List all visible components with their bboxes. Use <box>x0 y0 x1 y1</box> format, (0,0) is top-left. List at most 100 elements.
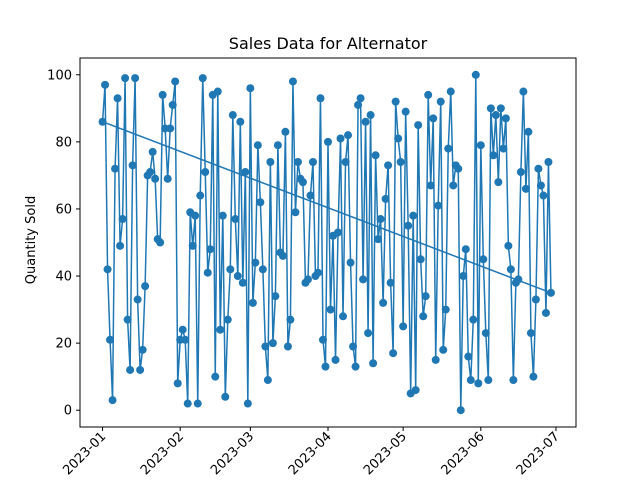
data-point <box>401 107 410 116</box>
data-point <box>121 74 130 83</box>
y-axis-label: Quantity Sold <box>24 196 39 284</box>
data-point <box>446 87 455 96</box>
data-point <box>521 184 530 193</box>
data-point <box>514 275 523 284</box>
data-point <box>281 127 290 136</box>
data-point <box>246 84 255 93</box>
data-point <box>273 141 282 150</box>
data-point <box>411 386 420 395</box>
data-point <box>231 215 240 224</box>
data-point <box>524 127 533 136</box>
data-point <box>456 406 465 415</box>
data-point <box>516 168 525 177</box>
x-tick-label: 2023-01 <box>60 429 109 478</box>
data-point <box>138 345 147 354</box>
data-point <box>168 100 177 109</box>
data-point <box>258 265 267 274</box>
data-point <box>113 94 122 103</box>
data-point <box>173 379 182 388</box>
x-tick-label: 2023-02 <box>138 429 187 478</box>
data-point <box>278 251 287 260</box>
data-point <box>148 147 157 156</box>
data-point <box>376 215 385 224</box>
data-point <box>364 329 373 338</box>
data-point <box>356 94 365 103</box>
data-point <box>379 298 388 307</box>
data-point <box>359 275 368 284</box>
y-tick-label: 0 <box>64 404 72 419</box>
data-point <box>283 342 292 351</box>
data-point <box>474 379 483 388</box>
data-point <box>429 114 438 123</box>
data-point <box>131 74 140 83</box>
data-point <box>118 215 127 224</box>
data-point <box>354 100 363 109</box>
data-point <box>506 265 515 274</box>
data-point <box>544 157 553 166</box>
data-point <box>128 161 137 170</box>
data-point <box>158 90 167 99</box>
data-point <box>266 157 275 166</box>
data-point <box>221 392 230 401</box>
data-point <box>424 90 433 99</box>
data-point <box>529 372 538 381</box>
x-tick-label: 2023-05 <box>361 429 410 478</box>
data-point <box>156 238 165 247</box>
data-point <box>414 121 423 130</box>
data-point <box>461 245 470 254</box>
data-point <box>248 298 257 307</box>
data-point <box>399 322 408 331</box>
data-point <box>481 329 490 338</box>
data-point <box>111 164 120 173</box>
data-point <box>541 308 550 317</box>
data-point <box>141 282 150 291</box>
data-point <box>308 157 317 166</box>
data-point <box>494 178 503 187</box>
data-point <box>391 97 400 106</box>
data-point <box>101 80 110 89</box>
data-point <box>321 362 330 371</box>
data-point <box>499 144 508 153</box>
data-point <box>346 258 355 267</box>
plot-area <box>98 70 555 415</box>
data-point <box>444 144 453 153</box>
data-point <box>318 335 327 344</box>
data-point <box>288 77 297 86</box>
data-point <box>238 278 247 287</box>
data-point <box>371 151 380 160</box>
data-point <box>484 376 493 385</box>
data-point <box>216 325 225 334</box>
data-point <box>271 292 280 301</box>
x-tick-label: 2023-06 <box>439 429 488 478</box>
data-point <box>504 241 513 250</box>
data-point <box>381 194 390 203</box>
data-point <box>256 198 265 207</box>
data-point <box>436 97 445 106</box>
data-point <box>476 141 485 150</box>
data-point <box>386 278 395 287</box>
data-point <box>531 295 540 304</box>
data-point <box>454 164 463 173</box>
data-point <box>489 151 498 160</box>
data-point <box>163 174 172 183</box>
data-point <box>316 94 325 103</box>
data-point <box>459 272 468 281</box>
data-point <box>404 221 413 230</box>
chart-title: Sales Data for Alternator <box>229 34 428 53</box>
data-point <box>351 362 360 371</box>
data-point <box>151 174 160 183</box>
data-point <box>206 245 215 254</box>
x-tick-label: 2023-04 <box>286 429 335 478</box>
data-point <box>464 352 473 361</box>
data-point <box>136 365 145 374</box>
y-tick-label: 80 <box>55 135 72 150</box>
data-point <box>196 191 205 200</box>
y-tick-label: 40 <box>55 270 72 285</box>
data-point <box>334 228 343 237</box>
data-point <box>534 164 543 173</box>
data-point <box>286 315 295 324</box>
data-point <box>226 265 235 274</box>
data-point <box>236 117 245 126</box>
data-point <box>341 157 350 166</box>
